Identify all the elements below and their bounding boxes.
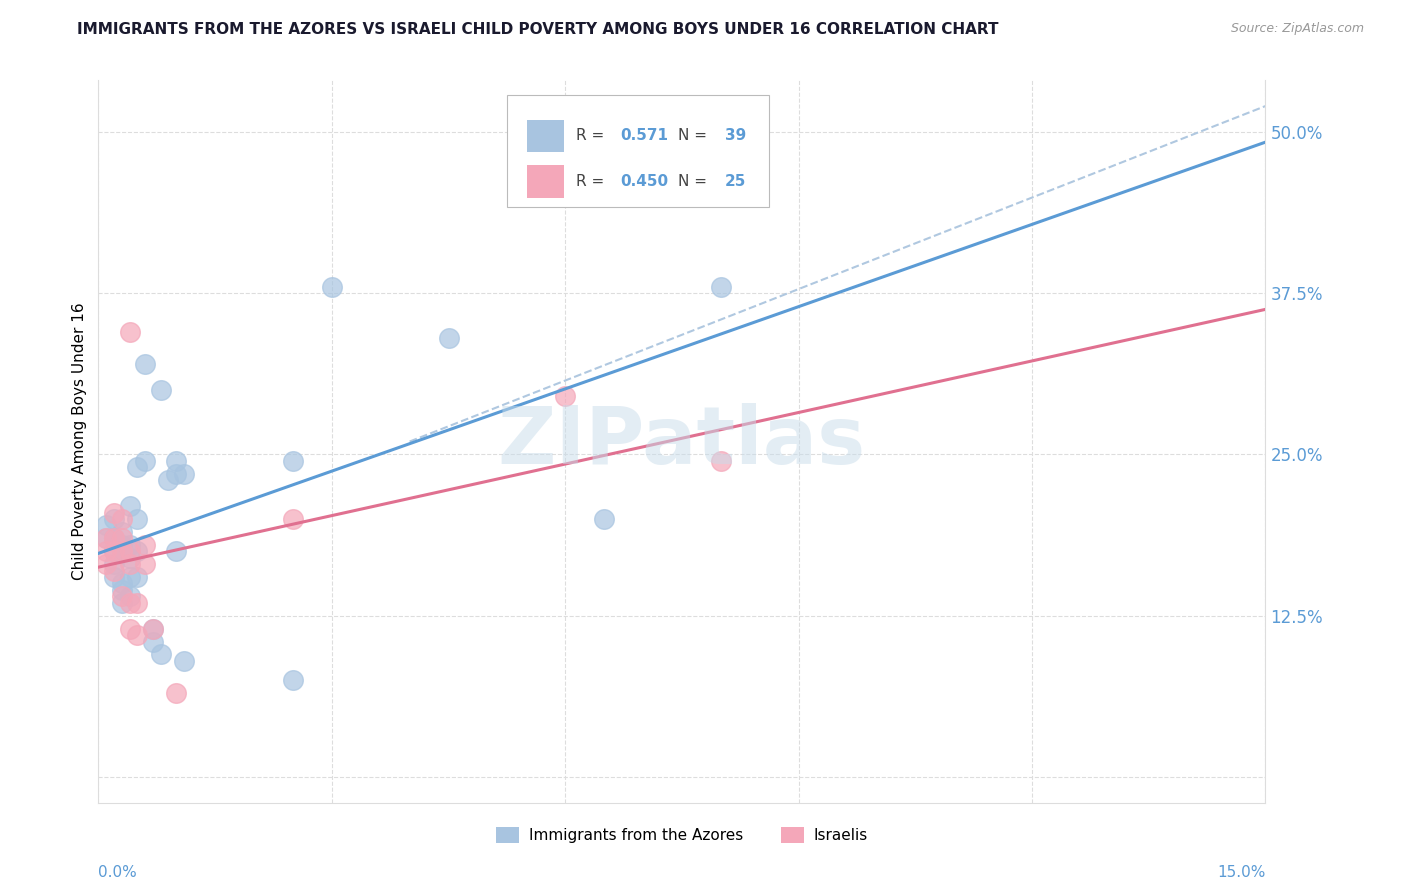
Point: [127, 460, 149, 475]
Point: [96, 518, 118, 533]
Point: [281, 454, 304, 468]
Text: 0.571: 0.571: [620, 128, 668, 144]
Point: [118, 557, 141, 571]
Point: [103, 512, 125, 526]
Point: [127, 544, 149, 558]
Point: [173, 467, 195, 481]
Point: [165, 686, 187, 700]
Point: [118, 550, 141, 565]
Point: [118, 544, 141, 558]
Point: [165, 544, 187, 558]
FancyBboxPatch shape: [527, 165, 564, 198]
Point: [103, 544, 125, 558]
Point: [173, 654, 195, 668]
Text: R =: R =: [575, 174, 609, 189]
Point: [111, 596, 134, 610]
Point: [111, 544, 134, 558]
Point: [103, 544, 125, 558]
Point: [118, 570, 141, 584]
Text: 25: 25: [725, 174, 747, 189]
Point: [103, 531, 125, 545]
Point: [118, 590, 141, 604]
Point: [149, 383, 172, 397]
Text: 39: 39: [725, 128, 747, 144]
Text: ZIPatlas: ZIPatlas: [498, 402, 866, 481]
Text: Source: ZipAtlas.com: Source: ZipAtlas.com: [1230, 22, 1364, 36]
Point: [118, 325, 141, 339]
Point: [111, 512, 134, 526]
Point: [111, 538, 134, 552]
Y-axis label: Child Poverty Among Boys Under 16: Child Poverty Among Boys Under 16: [72, 302, 87, 581]
FancyBboxPatch shape: [527, 120, 564, 153]
Legend: Immigrants from the Azores, Israelis: Immigrants from the Azores, Israelis: [491, 822, 873, 849]
Point: [437, 331, 460, 345]
Text: N =: N =: [679, 174, 713, 189]
Point: [142, 634, 165, 648]
Point: [165, 454, 187, 468]
Point: [149, 648, 172, 662]
Point: [134, 357, 156, 371]
Point: [157, 473, 180, 487]
Text: 0.450: 0.450: [620, 174, 668, 189]
Point: [103, 557, 125, 571]
FancyBboxPatch shape: [508, 95, 769, 207]
Point: [134, 557, 156, 571]
Text: 0.0%: 0.0%: [98, 864, 138, 880]
Point: [710, 279, 733, 293]
Point: [96, 531, 118, 545]
Point: [142, 622, 165, 636]
Point: [103, 506, 125, 520]
Point: [111, 576, 134, 591]
Text: N =: N =: [679, 128, 713, 144]
Point: [96, 531, 118, 545]
Point: [111, 590, 134, 604]
Point: [118, 499, 141, 513]
Point: [281, 673, 304, 688]
Point: [96, 544, 118, 558]
Point: [142, 622, 165, 636]
Point: [593, 512, 616, 526]
Point: [118, 596, 141, 610]
Point: [127, 512, 149, 526]
Point: [281, 512, 304, 526]
Point: [111, 524, 134, 539]
Point: [127, 628, 149, 642]
Point: [165, 467, 187, 481]
Point: [127, 570, 149, 584]
Point: [321, 279, 343, 293]
Point: [103, 531, 125, 545]
Point: [134, 538, 156, 552]
Point: [111, 531, 134, 545]
Point: [554, 389, 576, 403]
Point: [103, 564, 125, 578]
Point: [134, 454, 156, 468]
Text: IMMIGRANTS FROM THE AZORES VS ISRAELI CHILD POVERTY AMONG BOYS UNDER 16 CORRELAT: IMMIGRANTS FROM THE AZORES VS ISRAELI CH…: [77, 22, 998, 37]
Point: [127, 596, 149, 610]
Point: [111, 582, 134, 597]
Text: 15.0%: 15.0%: [1218, 864, 1265, 880]
Point: [103, 570, 125, 584]
Point: [118, 538, 141, 552]
Text: R =: R =: [575, 128, 609, 144]
Point: [96, 557, 118, 571]
Point: [118, 622, 141, 636]
Point: [710, 454, 733, 468]
